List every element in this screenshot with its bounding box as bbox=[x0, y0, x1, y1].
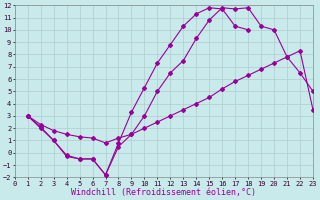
X-axis label: Windchill (Refroidissement éolien,°C): Windchill (Refroidissement éolien,°C) bbox=[71, 188, 256, 197]
